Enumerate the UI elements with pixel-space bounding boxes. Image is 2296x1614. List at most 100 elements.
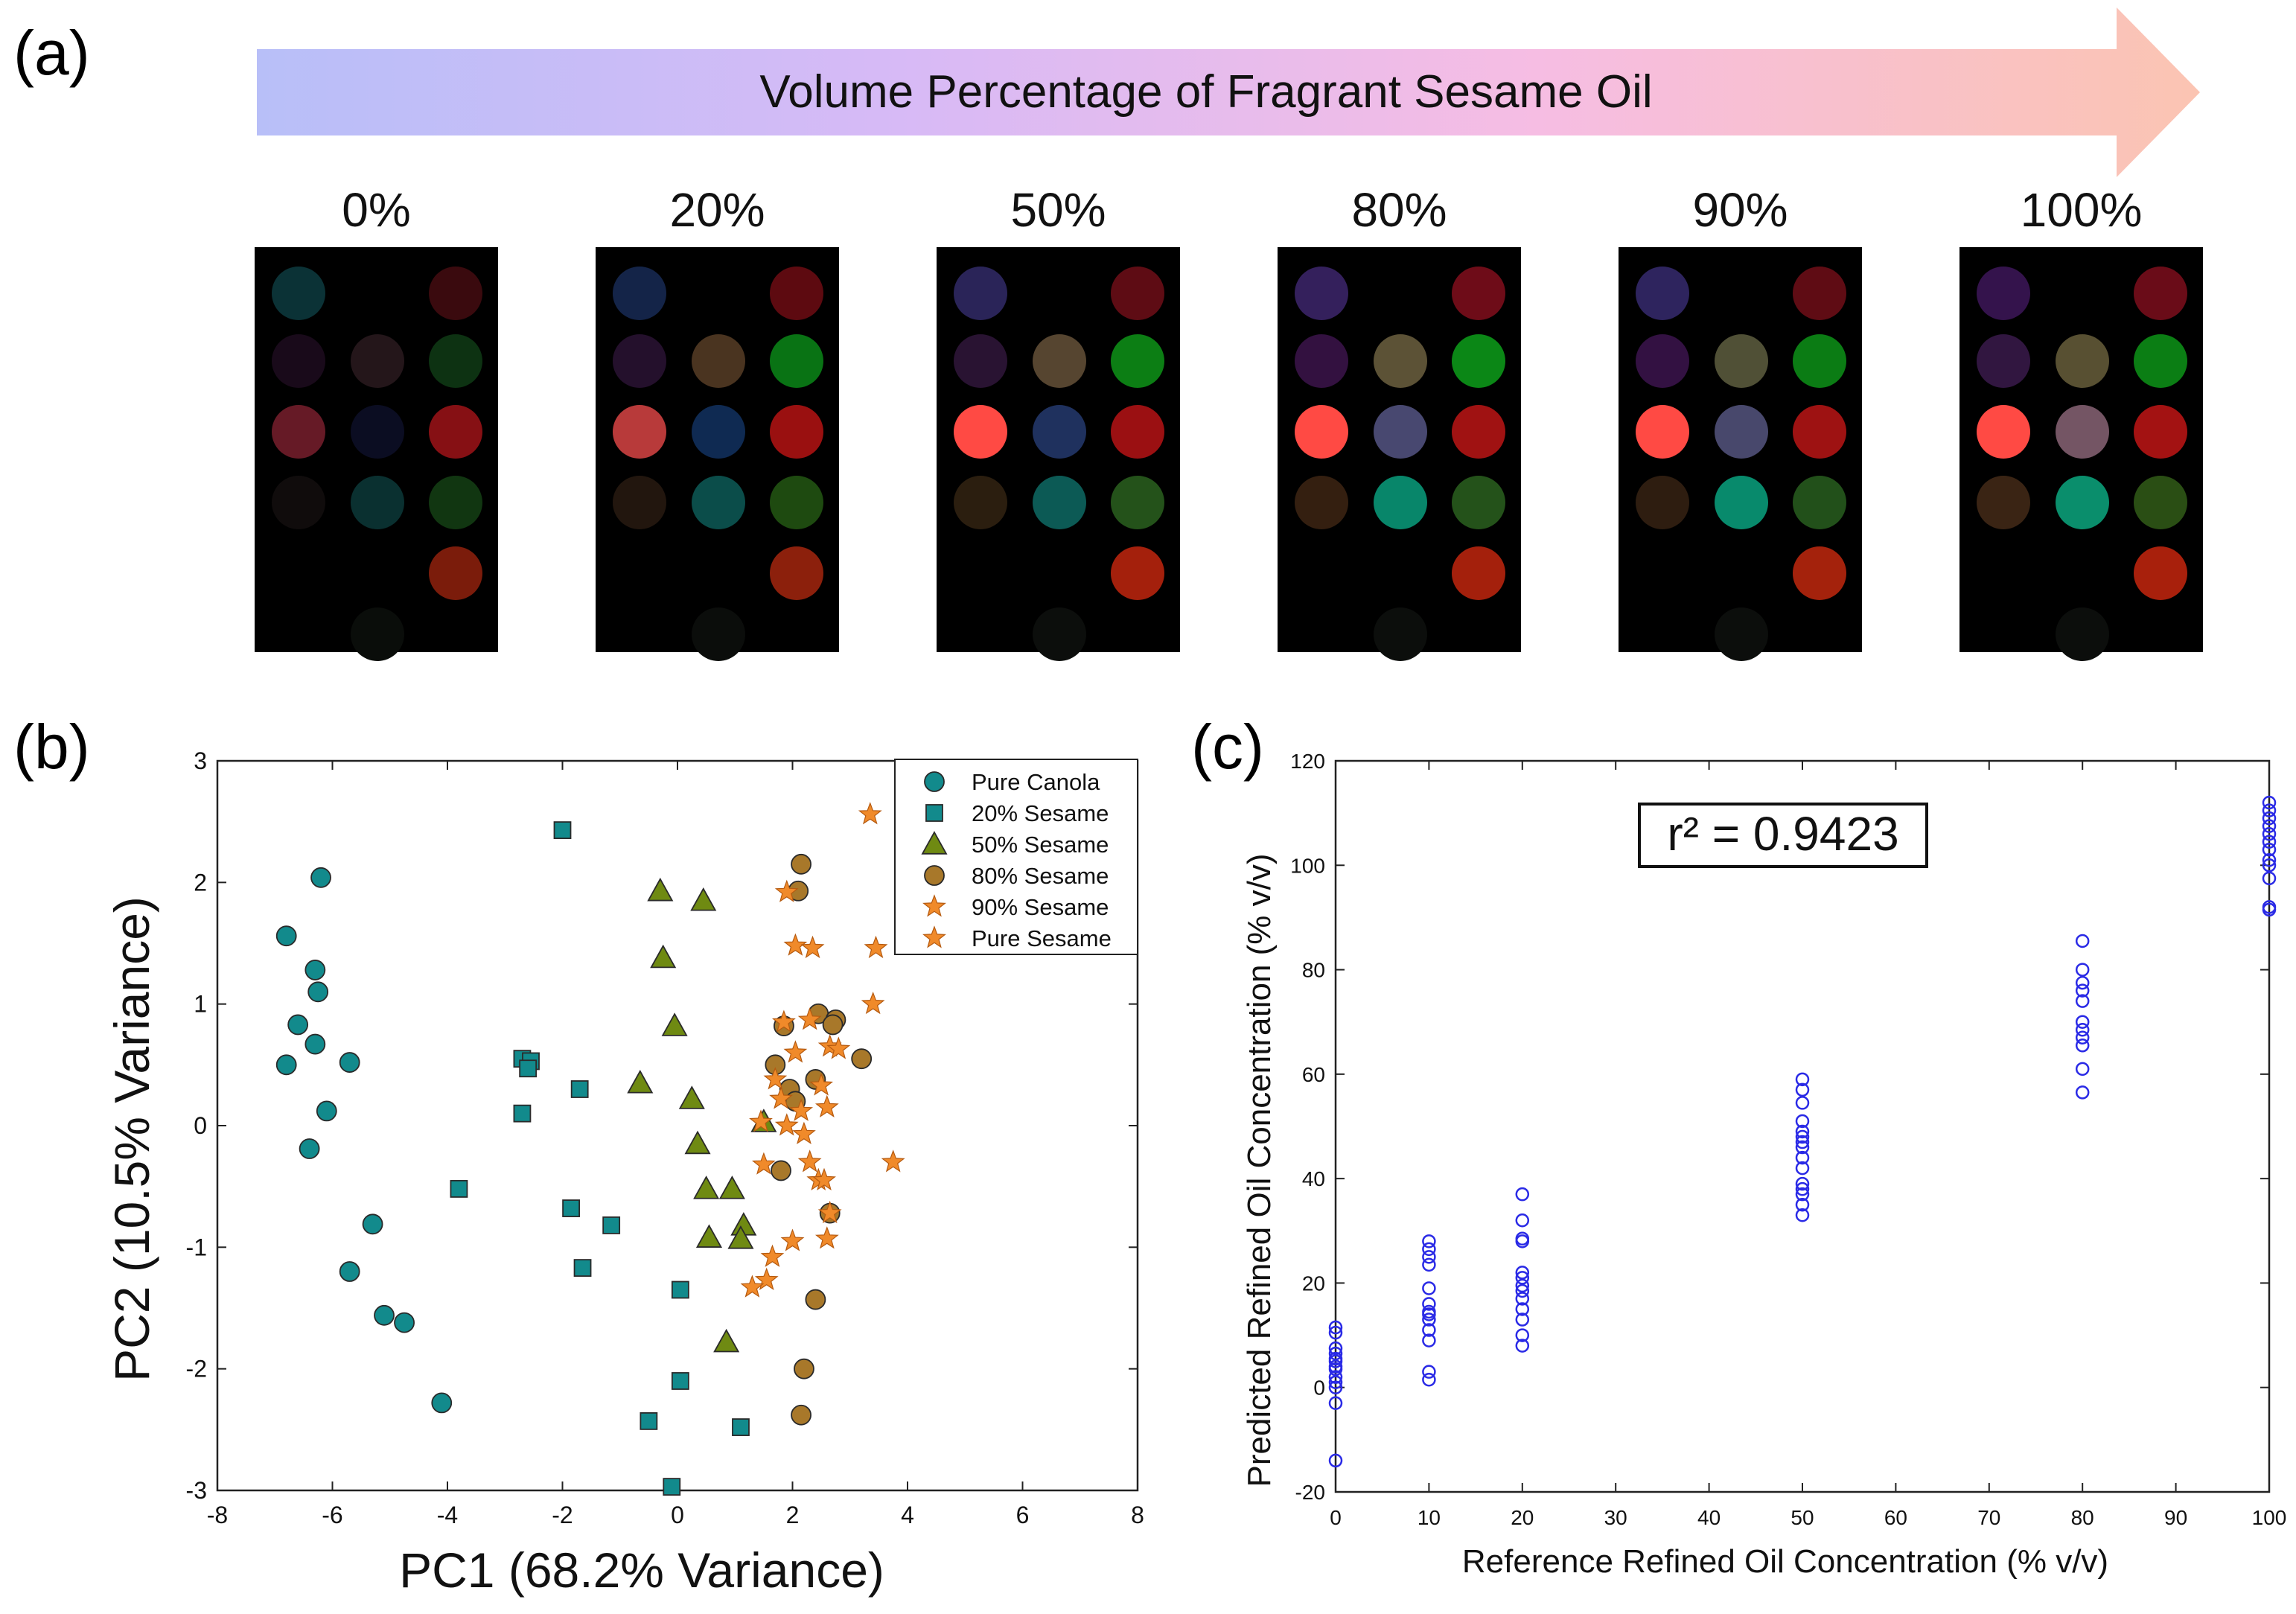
pca-point xyxy=(339,1052,360,1073)
array-percent-label: 50% xyxy=(1010,183,1106,237)
sensor-spot xyxy=(1295,476,1348,529)
pca-point xyxy=(287,1014,309,1036)
sensor-spot xyxy=(1793,476,1846,529)
pca-point xyxy=(316,1100,337,1122)
r-squared-annotation: r² = 0.9423 xyxy=(1667,807,1898,861)
pca-point xyxy=(394,1312,415,1333)
sensor-spot xyxy=(613,267,666,320)
prediction-point xyxy=(2075,934,2090,948)
prediction-point xyxy=(2262,858,2277,873)
prediction-point xyxy=(1795,1176,1810,1191)
sensor-spot xyxy=(2056,334,2109,388)
y-tick-label: 60 xyxy=(1302,1063,1325,1086)
prediction-group xyxy=(1515,1187,1530,1353)
pca-point xyxy=(299,1138,320,1159)
pca-point xyxy=(783,933,808,956)
prediction-point xyxy=(2075,983,2090,998)
prediction-point xyxy=(1795,1124,1810,1139)
prediction-point xyxy=(1515,1339,1530,1353)
sensor-spot xyxy=(1033,476,1086,529)
x-tick-label: 100 xyxy=(2252,1506,2287,1529)
panel-label-a: (a) xyxy=(13,18,90,88)
panel-b: -8 -6 -4 -2 0 2 4 6 8 -3 -2 -1 0 1 2 3 PC1 (68.2% Varia… xyxy=(104,747,1144,1598)
prediction-point xyxy=(1422,1242,1436,1257)
y-tick-label: -2 xyxy=(186,1356,207,1382)
pca-series xyxy=(450,821,750,1496)
pca-point xyxy=(763,1067,788,1090)
sensor-spot xyxy=(770,334,823,388)
prediction-point xyxy=(1795,1129,1810,1144)
x-tick-label: 70 xyxy=(1977,1506,2000,1529)
prediction-point xyxy=(1515,1187,1530,1202)
y-tick-label: 40 xyxy=(1302,1167,1325,1190)
prediction-point xyxy=(1515,1234,1530,1248)
sensor-spot xyxy=(351,476,404,529)
pca-point xyxy=(805,1289,826,1310)
pca-point xyxy=(792,1121,816,1145)
prediction-point xyxy=(2075,994,2090,1008)
sensor-spot xyxy=(613,476,666,529)
pca-point xyxy=(760,1244,785,1267)
sensor-spot xyxy=(2134,334,2187,388)
sensor-spot xyxy=(1374,476,1427,529)
pca-point xyxy=(678,1085,705,1109)
y-tick-label: 20 xyxy=(1302,1272,1325,1295)
prediction-point xyxy=(1422,1297,1436,1311)
pca-point xyxy=(339,1261,360,1282)
x-tick-label: 80 xyxy=(2071,1506,2094,1529)
sensor-spot xyxy=(351,607,404,661)
pca-point xyxy=(797,1149,822,1173)
prediction-point xyxy=(2262,819,2277,833)
prediction-point xyxy=(2262,835,2277,849)
sensor-spot xyxy=(1033,334,1086,388)
sensor-spot xyxy=(1374,334,1427,388)
legend-marker xyxy=(925,804,943,822)
sensor-spot xyxy=(954,405,1007,459)
sensor-spot xyxy=(1452,405,1505,459)
sensor-spot xyxy=(2056,476,2109,529)
pca-point xyxy=(661,1012,688,1036)
panel-label-c: (c) xyxy=(1191,712,1264,782)
pca-point xyxy=(519,1059,538,1078)
prediction-point xyxy=(1795,1181,1810,1196)
sensor-array: 20% xyxy=(596,183,839,661)
sensor-spot xyxy=(1452,267,1505,320)
panel-c: 0 10 20 30 40 50 60 70 80 90 100-20020406080100120… xyxy=(1241,750,2286,1580)
pca-point xyxy=(794,1358,814,1379)
sensor-spot xyxy=(1977,405,2030,459)
pca-point xyxy=(310,867,331,888)
prediction-point xyxy=(2075,1022,2090,1037)
sensor-spot xyxy=(770,546,823,600)
sensor-arrays: 0% 20% 50% 80% 90% 100% xyxy=(255,183,2203,661)
pca-point xyxy=(650,944,677,969)
y-tick-label: 0 xyxy=(194,1112,207,1139)
y-tick-label: 80 xyxy=(1302,959,1325,982)
pca-point xyxy=(718,1176,745,1199)
pca-point xyxy=(695,1224,723,1248)
prediction-point xyxy=(1515,1283,1530,1298)
pca-point xyxy=(783,1040,808,1063)
pca-point xyxy=(713,1328,740,1353)
sensor-spot xyxy=(1636,476,1689,529)
panel-label-b: (b) xyxy=(13,712,90,782)
legend-marker xyxy=(924,865,945,886)
prediction-point xyxy=(1422,1365,1436,1379)
prediction-point xyxy=(2262,795,2277,810)
prediction-point xyxy=(2262,902,2277,917)
pca-point xyxy=(771,1009,796,1033)
array-percent-label: 0% xyxy=(342,183,411,237)
sensor-spot xyxy=(1452,546,1505,600)
pca-point xyxy=(800,935,825,959)
prediction-points xyxy=(1328,795,2277,1468)
prediction-point xyxy=(1795,1082,1810,1097)
pca-point xyxy=(817,1200,842,1224)
sensor-spot xyxy=(2056,405,2109,459)
pca-x-axis-label: PC1 (68.2% Variance) xyxy=(399,1543,884,1598)
sensor-spot xyxy=(1793,334,1846,388)
sensor-spot xyxy=(954,334,1007,388)
legend-entry: 50% Sesame xyxy=(972,832,1109,858)
sensor-spot xyxy=(272,334,325,388)
sensor-spot xyxy=(1374,607,1427,661)
prediction-point xyxy=(1515,1213,1530,1228)
sensor-spot xyxy=(1715,405,1768,459)
